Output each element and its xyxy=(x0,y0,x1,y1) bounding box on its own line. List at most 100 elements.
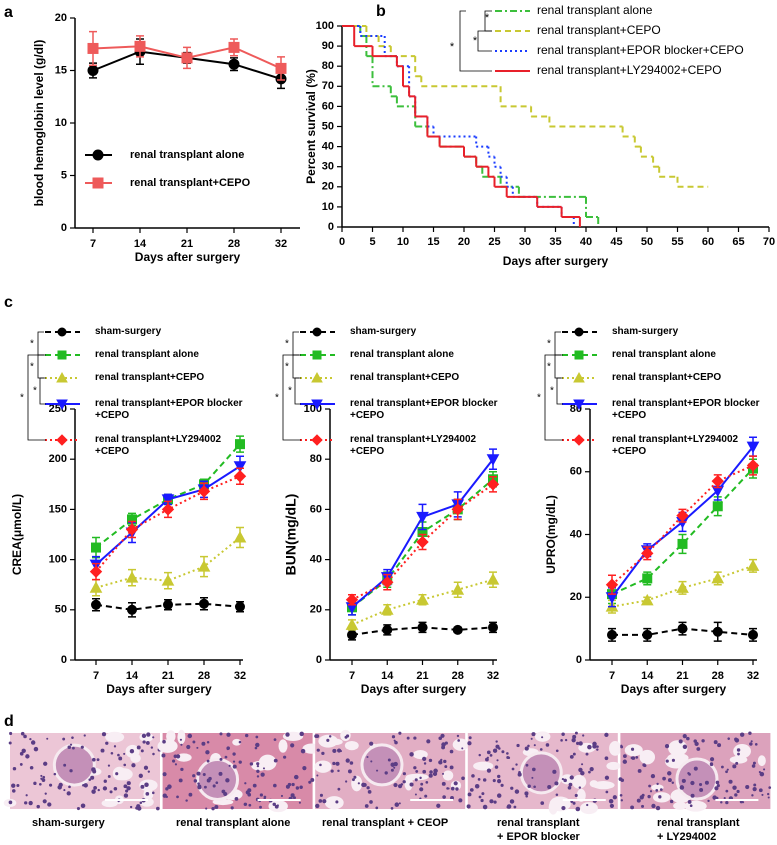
nucleus xyxy=(655,789,659,792)
nucleus xyxy=(682,734,687,739)
y-tick-label: 80 xyxy=(310,453,322,465)
nucleus xyxy=(172,759,176,763)
x-tick-label: 21 xyxy=(676,670,688,682)
nucleus xyxy=(497,779,502,784)
nucleus xyxy=(469,788,474,792)
marker xyxy=(486,573,500,585)
nucleus xyxy=(604,775,610,780)
nucleus xyxy=(115,772,119,776)
marker xyxy=(92,177,104,189)
significance-bracket xyxy=(294,377,301,405)
nucleus xyxy=(581,763,584,766)
nucleus xyxy=(248,803,252,807)
nucleus xyxy=(734,737,738,742)
nucleus xyxy=(696,747,701,751)
y-tick-label: 50 xyxy=(322,120,334,132)
marker xyxy=(233,470,247,483)
nucleus xyxy=(201,741,206,746)
nucleus xyxy=(768,786,772,789)
nucleus xyxy=(211,806,215,811)
nucleus xyxy=(639,795,644,800)
marker xyxy=(92,149,104,161)
nucleus xyxy=(527,744,530,748)
nucleus xyxy=(486,750,491,755)
nucleus xyxy=(139,801,143,805)
nucleus xyxy=(361,782,366,788)
nucleus xyxy=(140,749,144,753)
nucleus xyxy=(67,745,72,750)
marker xyxy=(712,501,723,512)
nucleus xyxy=(57,785,62,790)
nucleus xyxy=(256,769,260,774)
nucleus xyxy=(219,732,223,736)
nucleus xyxy=(540,801,545,805)
significance-mark: * xyxy=(550,386,554,397)
x-tick-label: 5 xyxy=(369,236,375,248)
nucleus xyxy=(310,778,315,782)
nucleus xyxy=(569,754,574,759)
histology-caption: renal transplant + LY294002 + CEOP xyxy=(657,817,740,843)
nucleus xyxy=(560,739,563,742)
x-tick-label: 20 xyxy=(458,236,470,248)
significance-bracket xyxy=(282,354,301,441)
nucleus xyxy=(225,778,230,783)
nucleus xyxy=(458,798,463,803)
nucleus xyxy=(604,732,609,737)
nucleus xyxy=(725,800,729,805)
nucleus xyxy=(589,766,594,772)
nucleus xyxy=(713,740,718,745)
nucleus xyxy=(681,778,686,783)
nucleus xyxy=(667,771,672,776)
nucleus xyxy=(457,739,460,742)
nucleus xyxy=(489,754,493,757)
nucleus xyxy=(49,783,53,787)
nucleus xyxy=(30,740,36,745)
nucleus xyxy=(244,782,247,785)
nucleus xyxy=(709,762,714,767)
nucleus xyxy=(249,762,254,766)
nucleus xyxy=(12,789,16,793)
nucleus xyxy=(290,743,295,748)
nucleus xyxy=(500,783,504,787)
marker xyxy=(711,474,724,488)
nucleus xyxy=(69,743,73,746)
nucleus xyxy=(316,748,320,752)
marker xyxy=(452,624,463,635)
nucleus xyxy=(531,776,534,779)
y-tick-label: 10 xyxy=(55,117,67,129)
tubule-lumen xyxy=(251,760,268,771)
nucleus xyxy=(206,759,210,763)
nucleus xyxy=(496,759,499,762)
nucleus xyxy=(758,788,763,793)
glomerulus xyxy=(519,751,563,795)
nucleus xyxy=(107,764,111,767)
nucleus xyxy=(413,736,417,740)
nucleus xyxy=(501,750,505,754)
x-tick-label: 32 xyxy=(234,670,246,682)
nucleus xyxy=(390,807,394,810)
nucleus xyxy=(704,780,709,785)
marker xyxy=(228,58,240,70)
nucleus xyxy=(255,742,260,748)
nucleus xyxy=(234,796,239,801)
nucleus xyxy=(145,791,150,796)
nucleus xyxy=(131,763,136,768)
nucleus xyxy=(580,770,585,776)
nucleus xyxy=(223,791,228,796)
x-tick-label: 7 xyxy=(609,670,615,682)
nucleus xyxy=(516,743,520,748)
x-tick-label: 28 xyxy=(198,670,210,682)
nucleus xyxy=(336,748,342,753)
nucleus xyxy=(40,774,43,777)
nucleus xyxy=(185,799,188,802)
legend-label: renal transplant alone xyxy=(350,349,454,360)
x-tick-label: 32 xyxy=(747,670,759,682)
legend-label: sham-surgery xyxy=(95,326,162,337)
nucleus xyxy=(569,775,574,780)
nucleus xyxy=(541,736,544,739)
nucleus xyxy=(68,785,71,789)
marker xyxy=(712,626,723,637)
nucleus xyxy=(467,792,472,797)
nucleus xyxy=(715,796,719,800)
